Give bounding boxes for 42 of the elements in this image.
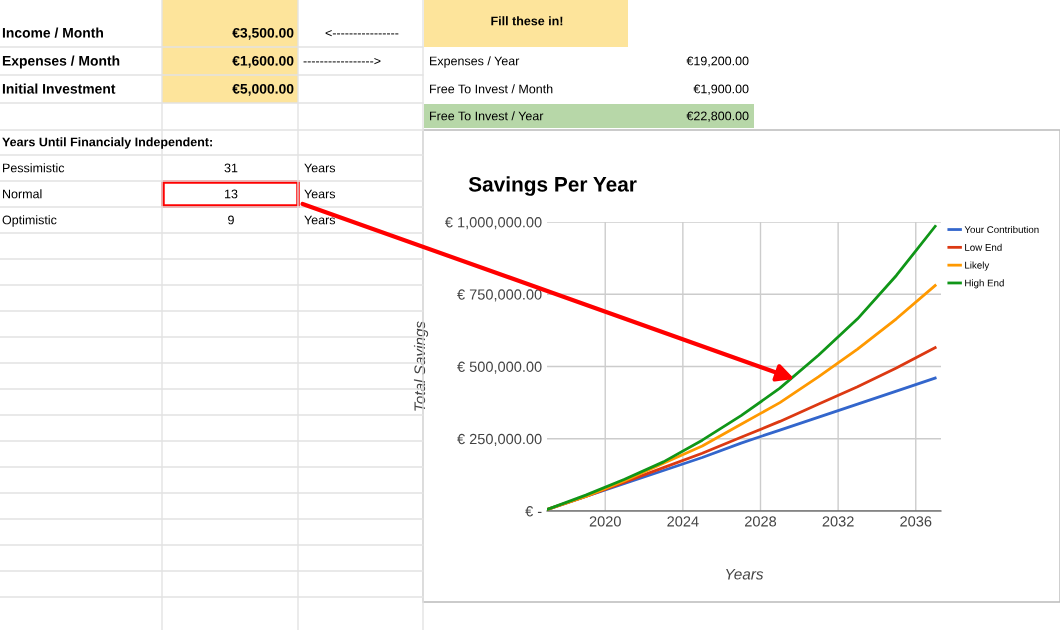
text: Fill these in! [491, 16, 563, 26]
text: Free To Invest / Month [430, 84, 553, 94]
text: €19,200.00 [686, 56, 749, 67]
text: Years Until Financialy Independent: [2, 137, 212, 149]
text: 13 [225, 189, 238, 199]
legend-label: Your Contribution [964, 225, 1039, 234]
text: Expenses / Month [2, 55, 120, 69]
text: Expenses / Year [430, 56, 520, 68]
text: -----------------> [303, 57, 381, 65]
y-axis-title: Total Savings [413, 321, 429, 411]
chart-title: Savings Per Year [468, 176, 637, 196]
text: Initial Investment [2, 83, 116, 94]
text: €1,600.00 [232, 55, 294, 68]
text: Years [304, 189, 336, 199]
text: 31 [224, 163, 238, 173]
x-tick-label: 2020 [589, 516, 621, 527]
text: €22,800.00 [686, 111, 749, 122]
x-axis-title: Years [726, 568, 764, 580]
y-tick-label: € - [525, 506, 542, 517]
text: Normal [3, 189, 42, 199]
text: €3,500.00 [232, 27, 294, 40]
text: <---------------- [325, 29, 399, 37]
y-tick-label: € 1,000,000.00 [444, 217, 542, 230]
legend-label: High End [965, 279, 1004, 289]
legend-label: Low End [965, 243, 1002, 251]
y-tick-label: € 500,000.00 [457, 361, 542, 374]
y-tick-label: € 250,000.00 [457, 433, 542, 446]
text: Pessimistic [3, 163, 65, 173]
x-tick-label: 2032 [822, 516, 854, 527]
text: Optimistic [2, 215, 57, 227]
legend-label: Likely [965, 261, 990, 271]
text: 9 [228, 215, 234, 225]
text: €5,000.00 [232, 83, 294, 96]
text: Years [304, 163, 336, 173]
y-tick-label: € 750,000.00 [457, 289, 542, 302]
x-tick-label: 2028 [745, 516, 777, 527]
text: €1,900.00 [693, 84, 749, 95]
text: Income / Month [2, 27, 103, 38]
x-tick-label: 2024 [667, 516, 699, 527]
x-tick-label: 2036 [900, 516, 932, 527]
text: Free To Invest / Year [430, 111, 544, 121]
text: Years [304, 215, 336, 225]
